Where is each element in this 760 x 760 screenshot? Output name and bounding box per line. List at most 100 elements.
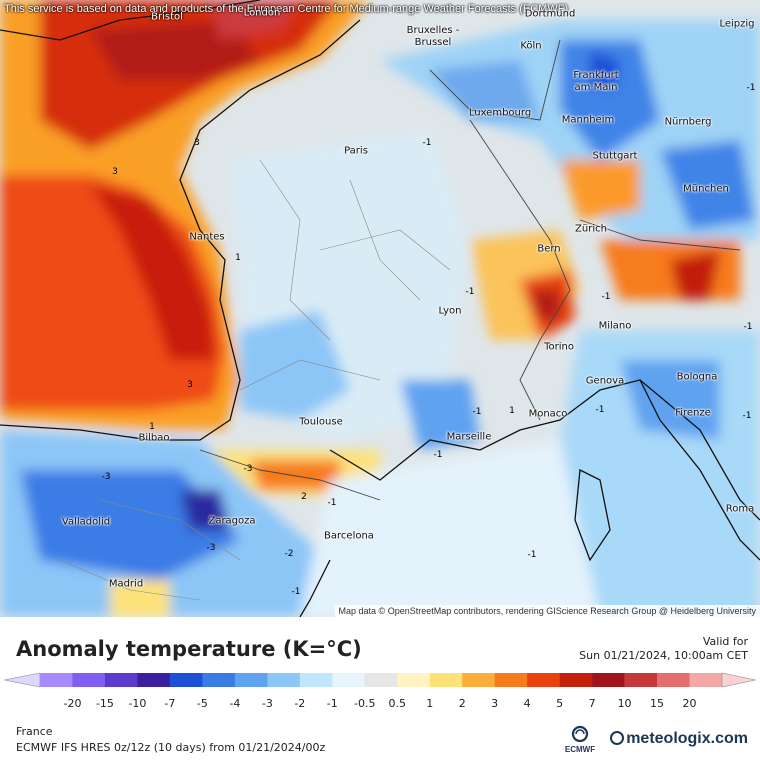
city-label[interactable]: Roma (725, 503, 755, 515)
contour-label: -1 (465, 287, 475, 297)
scale-right-end (721, 672, 757, 688)
scale-tick-label: 0.5 (388, 697, 406, 710)
city-label[interactable]: Bilbao (138, 432, 170, 444)
city-label[interactable]: Mannheim (561, 114, 615, 126)
scale-swatch (462, 673, 495, 687)
contour-label: 1 (235, 253, 241, 263)
scale-tick-label: -15 (95, 697, 114, 710)
scale-swatch (169, 673, 203, 687)
valid-label: Valid for (702, 635, 748, 648)
contour-label: -1 (422, 138, 432, 148)
model-run-info: ECMWF IFS HRES 0z/12z (10 days) from 01/… (16, 741, 326, 754)
city-label[interactable]: Lyon (438, 305, 462, 317)
meteologix-logo-icon (610, 731, 625, 745)
scale-swatch (624, 673, 658, 687)
city-label[interactable]: Luxembourg (468, 107, 532, 119)
scale-tick-label: -4 (229, 697, 241, 710)
city-label[interactable]: Torino (544, 341, 574, 353)
city-label[interactable]: Bern (537, 243, 561, 255)
contour-label: -1 (291, 587, 301, 597)
city-label[interactable]: München (683, 183, 729, 195)
city-label[interactable]: Köln (520, 40, 542, 52)
city-label[interactable]: Firenze (675, 407, 711, 419)
scale-tick-label: -10 (128, 697, 147, 710)
scale-tick-label: -0.5 (354, 697, 376, 710)
scale-tick-label: -20 (63, 697, 82, 710)
scale-tick-label: -1 (326, 697, 338, 710)
contour-label: -1 (327, 498, 337, 508)
city-label[interactable]: Bruxelles - Brussel (406, 25, 460, 48)
city-label[interactable]: Stuttgart (592, 150, 638, 162)
contour-label: -1 (601, 292, 611, 302)
city-label[interactable]: Marseille (446, 431, 492, 443)
brand-text: meteologix.com (626, 730, 748, 747)
anomaly-map[interactable]: This service is based on data and produc… (0, 0, 760, 617)
contour-label: 3 (112, 167, 118, 177)
scale-tick-label: 7 (588, 697, 596, 710)
scale-swatch (137, 673, 171, 687)
scale-swatch (494, 673, 528, 687)
ecmwf-logo-text: ECMWF (565, 745, 595, 754)
scale-swatch (104, 673, 138, 687)
meteologix-brand[interactable]: meteologix.com (610, 730, 748, 748)
scale-tick-label: -5 (196, 697, 208, 710)
scale-tick-label: 4 (523, 697, 531, 710)
city-label[interactable]: Toulouse (299, 416, 343, 428)
contour-label: -1 (595, 405, 605, 415)
city-label[interactable]: Bristol (151, 11, 183, 23)
scale-swatch (689, 673, 723, 687)
scale-tick-label: -2 (294, 697, 306, 710)
scale-swatch (299, 673, 333, 687)
city-label[interactable]: Milano (598, 320, 632, 332)
contour-label: -1 (433, 450, 443, 460)
scale-tick-label: 5 (556, 697, 564, 710)
region-label: France (16, 725, 53, 738)
scale-tick-label: 15 (650, 697, 665, 710)
scale-swatch (332, 673, 366, 687)
valid-date: Sun 01/21/2024, 10:00am CET (579, 649, 748, 662)
city-label[interactable]: Frankfurt am Main (573, 70, 619, 93)
scale-swatch (559, 673, 593, 687)
contour-label: -3 (206, 543, 216, 553)
legend-title: Anomaly temperature (K=°C) (16, 637, 362, 661)
city-label[interactable]: Valladolid (61, 516, 111, 528)
city-label[interactable]: Barcelona (324, 530, 374, 542)
contour-label: 1 (149, 422, 155, 432)
city-label[interactable]: Nantes (189, 231, 225, 243)
contour-label: 2 (301, 492, 307, 502)
ecmwf-logo-icon: ECMWF (565, 725, 595, 754)
city-label[interactable]: Nürnberg (664, 116, 712, 128)
scale-swatch (40, 673, 73, 687)
contour-label: 3 (187, 380, 193, 390)
contour-label: 3 (194, 138, 200, 148)
scale-swatch (397, 673, 431, 687)
contour-label: -1 (746, 83, 756, 93)
city-label[interactable]: Monaco (528, 408, 568, 420)
map-canvas (0, 0, 760, 617)
scale-tick-label: 1 (426, 697, 434, 710)
map-attribution[interactable]: Map data © OpenStreetMap contributors, r… (334, 605, 760, 617)
scale-tick-label: 10 (617, 697, 632, 710)
scale-swatch (202, 673, 236, 687)
scale-swatch (234, 673, 268, 687)
contour-label: -2 (284, 549, 294, 559)
scale-tick-label: 20 (682, 697, 697, 710)
city-label[interactable]: Genova (585, 375, 625, 387)
ecmwf-notice: This service is based on data and produc… (4, 3, 569, 15)
city-label[interactable]: Bologna (676, 371, 718, 383)
city-label[interactable]: Zaragoza (208, 515, 256, 527)
city-label[interactable]: Paris (344, 145, 368, 157)
city-label[interactable]: Dortmund (524, 8, 576, 20)
city-label[interactable]: London (243, 7, 281, 19)
city-label[interactable]: Zürich (575, 223, 607, 235)
contour-label: -1 (527, 550, 537, 560)
scale-tick-label: -3 (261, 697, 273, 710)
contour-label: -1 (742, 411, 752, 421)
contour-label: -1 (472, 407, 482, 417)
city-label[interactable]: Leipzig (719, 18, 755, 30)
city-label[interactable]: Madrid (108, 578, 144, 590)
scale-swatch (72, 673, 106, 687)
color-scale (3, 672, 757, 688)
scale-swatch (267, 673, 301, 687)
contour-label: -1 (743, 322, 753, 332)
